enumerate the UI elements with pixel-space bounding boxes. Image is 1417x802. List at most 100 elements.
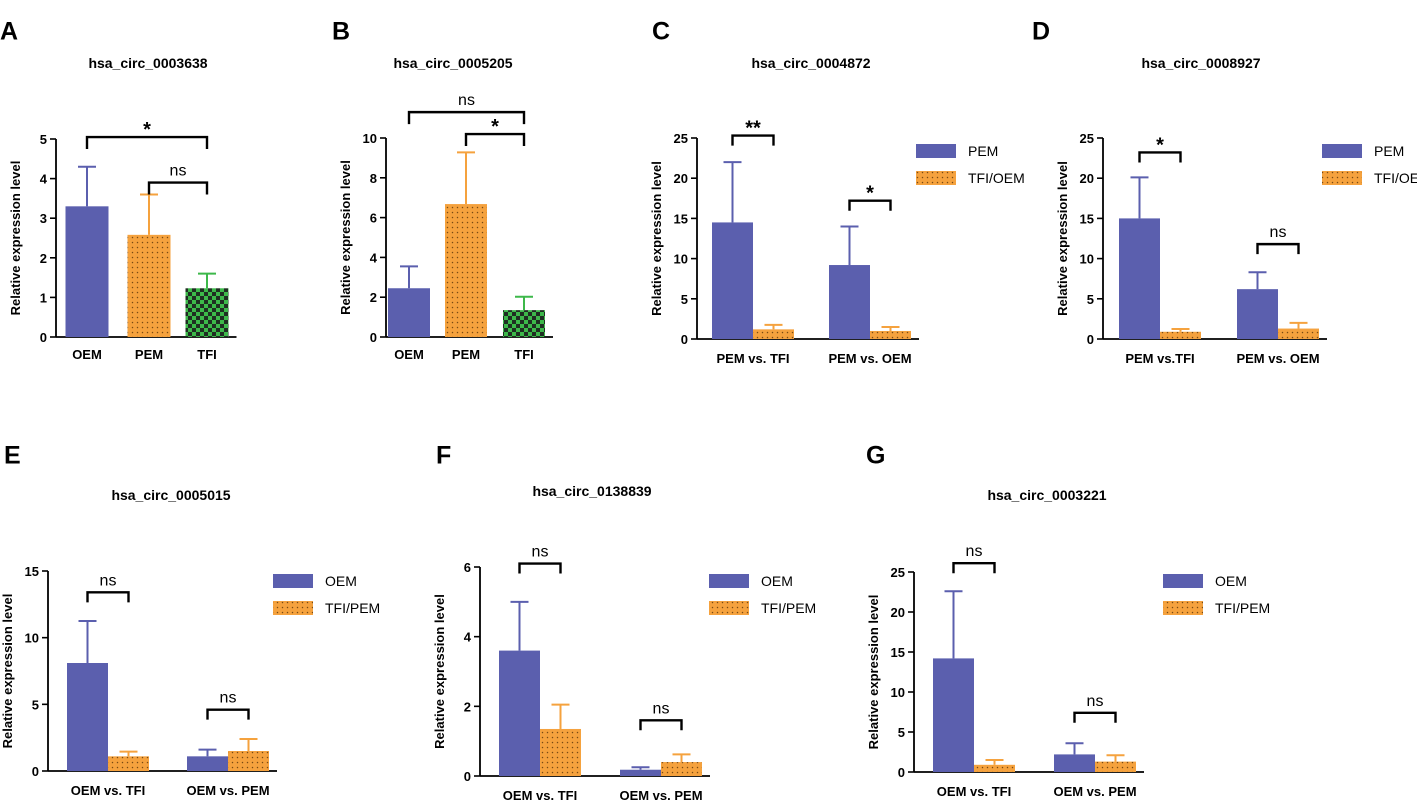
legend: PEM TFI/OEM	[1322, 143, 1417, 186]
bar-pem	[1237, 289, 1278, 339]
y-tick-label: 10	[891, 685, 905, 700]
x-tick-label: OEM	[72, 347, 102, 362]
x-tick-label: PEM vs.TFI	[1125, 351, 1194, 366]
significance-label: ns	[1270, 224, 1287, 241]
y-tick-label: 25	[1080, 131, 1094, 146]
significance-label: *	[1156, 134, 1164, 156]
panel-letter: D	[1032, 18, 1050, 46]
y-tick-label: 1	[40, 290, 47, 305]
y-tick-label: 0	[370, 330, 377, 345]
bar-tfi-oem	[1160, 331, 1201, 339]
y-tick-label: 5	[32, 697, 39, 712]
significance-label: ns	[100, 572, 117, 589]
y-tick-label: 20	[1080, 171, 1094, 186]
significance-label: *	[143, 119, 151, 141]
panel-letter: A	[0, 18, 18, 46]
y-tick-label: 15	[1080, 211, 1094, 226]
y-tick-label: 4	[40, 172, 48, 187]
chart-title: hsa_circ_0005205	[393, 55, 512, 71]
significance-bracket	[86, 591, 130, 603]
y-axis-label: Relative expression level	[8, 161, 23, 316]
y-tick-label: 10	[25, 631, 39, 646]
legend-label: OEM	[761, 573, 793, 589]
significance-bracket	[848, 199, 892, 211]
y-tick-label: 6	[464, 560, 471, 575]
significance-label: ns	[653, 700, 670, 717]
bar-tfi	[185, 288, 229, 337]
y-tick-label: 5	[898, 725, 905, 740]
bar-tfi	[503, 310, 545, 337]
bar-oem	[67, 663, 108, 771]
x-tick-label: OEM	[394, 347, 424, 362]
y-tick-label: 20	[674, 171, 688, 186]
bar-tfi-pem	[1095, 761, 1136, 772]
legend-swatch	[709, 574, 749, 588]
y-tick-label: 5	[40, 132, 47, 147]
legend-swatch	[1163, 574, 1203, 588]
bar-oem	[65, 206, 109, 337]
x-tick-label: OEM vs. TFI	[937, 784, 1011, 799]
y-axis-label: Relative expression level	[432, 594, 447, 749]
bar-oem	[933, 658, 974, 772]
bar-oem	[499, 650, 540, 776]
y-tick-label: 10	[1080, 252, 1094, 267]
bar-oem	[1054, 754, 1095, 772]
y-tick-label: 15	[25, 564, 39, 579]
y-tick-label: 10	[674, 252, 688, 267]
significance-bracket	[1138, 151, 1182, 163]
bar-pem	[445, 204, 487, 337]
x-tick-label: PEM vs. OEM	[1236, 351, 1319, 366]
chart-title: hsa_circ_0138839	[532, 483, 651, 499]
legend-swatch	[709, 601, 749, 615]
y-tick-label: 6	[370, 211, 377, 226]
x-tick-label: OEM vs. TFI	[503, 788, 577, 802]
significance-bracket	[1073, 711, 1117, 723]
y-tick-label: 0	[40, 330, 47, 345]
significance-label: ns	[170, 163, 187, 180]
y-tick-label: 0	[32, 764, 39, 779]
significance-bracket	[1256, 242, 1300, 255]
legend-label: TFI/OEM	[968, 170, 1025, 186]
y-tick-label: 5	[1087, 292, 1094, 307]
chart-title: hsa_circ_0004872	[751, 55, 870, 71]
bar-tfi-pem	[974, 764, 1015, 772]
bar-tfi-pem	[108, 756, 149, 771]
significance-bracket	[147, 181, 209, 195]
chart-title: hsa_circ_0003638	[88, 55, 207, 71]
significance-bracket	[731, 134, 775, 146]
y-axis-label: Relative expression level	[1055, 161, 1070, 316]
significance-bracket	[206, 708, 250, 720]
y-tick-label: 2	[370, 290, 377, 305]
y-tick-label: 5	[681, 292, 688, 307]
legend-swatch	[1322, 144, 1362, 158]
bar-oem	[388, 288, 430, 337]
x-tick-label: PEM vs. OEM	[828, 351, 911, 366]
panel-letter: G	[866, 442, 885, 470]
legend-swatch	[1163, 601, 1203, 615]
x-tick-label: OEM vs. PEM	[1053, 784, 1136, 799]
panel-letter: E	[4, 442, 21, 470]
legend-label: PEM	[1374, 143, 1404, 159]
significance-label: ns	[220, 690, 237, 707]
legend-label: TFI/PEM	[761, 600, 816, 616]
bar-pem	[712, 222, 753, 339]
y-tick-label: 15	[674, 211, 688, 226]
legend: OEM TFI/PEM	[1163, 573, 1270, 616]
significance-bracket	[952, 562, 996, 574]
y-axis-label: Relative expression level	[0, 594, 15, 749]
y-tick-label: 8	[370, 171, 377, 186]
y-tick-label: 2	[40, 251, 47, 266]
legend: PEM TFI/OEM	[916, 143, 1025, 186]
chart-title: hsa_circ_0008927	[1141, 55, 1260, 71]
legend-swatch	[916, 171, 956, 185]
x-tick-label: OEM vs. PEM	[186, 783, 269, 798]
y-tick-label: 20	[891, 605, 905, 620]
bar-tfi-pem	[228, 751, 269, 771]
x-tick-label: OEM vs. TFI	[71, 783, 145, 798]
y-tick-label: 0	[464, 769, 471, 784]
panel-letter: B	[332, 18, 350, 46]
significance-bracket	[407, 110, 526, 125]
bar-tfi-pem	[661, 762, 702, 776]
